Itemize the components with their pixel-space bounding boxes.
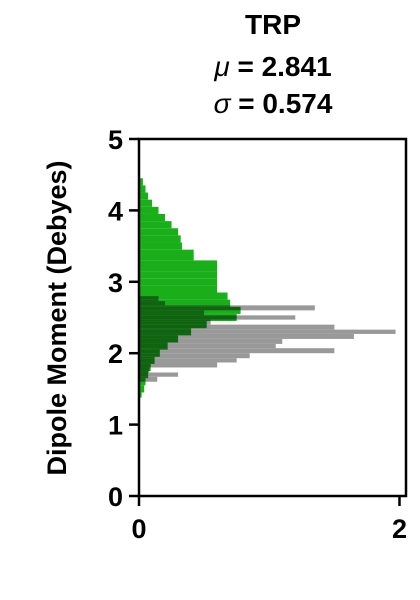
bar-green-25: [139, 207, 159, 214]
bar-overlap-26: [139, 305, 230, 306]
mean-value: = 2.841: [230, 51, 332, 82]
bar-overlap-10: [139, 350, 160, 354]
bar-overlap-6: [139, 362, 155, 363]
bar-overlap-14: [139, 339, 178, 343]
bar-overlap-22: [139, 315, 237, 319]
bar-overlap-27: [139, 301, 165, 305]
bar-overlap-2: [139, 372, 148, 376]
chart-title-std: σ = 0.574: [214, 88, 333, 119]
bar-green-19: [139, 250, 194, 261]
bar-overlap-7: [139, 358, 155, 362]
bar-green-22: [139, 228, 178, 235]
y-tick-label-2: 2: [108, 339, 123, 369]
bar-overlap-11: [139, 348, 168, 349]
bar-overlap-28: [139, 300, 159, 301]
y-tick-label-4: 4: [108, 196, 123, 226]
bar-green-16: [139, 278, 217, 285]
y-tick-label-0: 0: [108, 482, 123, 512]
x-tick-label-0: 0: [131, 514, 146, 544]
bar-green-24: [139, 214, 165, 221]
bar-overlap-18: [139, 328, 191, 329]
y-tick-label-5: 5: [108, 125, 123, 155]
chart-title-line-1: TRP: [245, 9, 301, 40]
y-tick-label-1: 1: [108, 411, 123, 441]
bar-overlap-4: [139, 367, 149, 371]
y-axis-label: Dipole Moment (Debyes): [42, 160, 72, 475]
bar-green-23: [139, 221, 172, 228]
bar-overlap-29: [139, 296, 159, 300]
bar-overlap-13: [139, 342, 168, 343]
bars-group: [139, 178, 396, 397]
y-tick-label-3: 3: [108, 268, 123, 298]
bar-overlap-1: [139, 377, 148, 378]
bar-green-18: [139, 260, 217, 271]
x-tick-label-1: 2: [392, 514, 407, 544]
bar-overlap-12: [139, 344, 168, 348]
bar-overlap-8: [139, 357, 155, 358]
mu-symbol: μ: [213, 51, 229, 82]
bar-green-15: [139, 285, 217, 292]
bar-green-27: [139, 193, 148, 200]
std-value: = 0.574: [230, 88, 332, 119]
bar-overlap-23: [139, 314, 204, 315]
bar-overlap-25: [139, 307, 241, 311]
sigma-symbol: σ: [214, 88, 232, 119]
bar-green-17: [139, 271, 217, 278]
bar-green-20: [139, 243, 182, 250]
bar-overlap-17: [139, 330, 191, 334]
bar-overlap-24: [139, 310, 204, 314]
bar-overlap-15: [139, 335, 178, 339]
bar-overlap-21: [139, 320, 211, 321]
bar-overlap-3: [139, 371, 148, 372]
bar-overlap-20: [139, 321, 207, 325]
bar-overlap-19: [139, 325, 207, 329]
bar-overlap-5: [139, 364, 151, 368]
bar-overlap-16: [139, 334, 191, 335]
bar-green-26: [139, 200, 152, 207]
chart-title-mean: μ = 2.841: [213, 51, 331, 82]
bar-gray-6: [139, 348, 334, 353]
bar-overlap-9: [139, 353, 160, 357]
bar-green-21: [139, 235, 181, 242]
